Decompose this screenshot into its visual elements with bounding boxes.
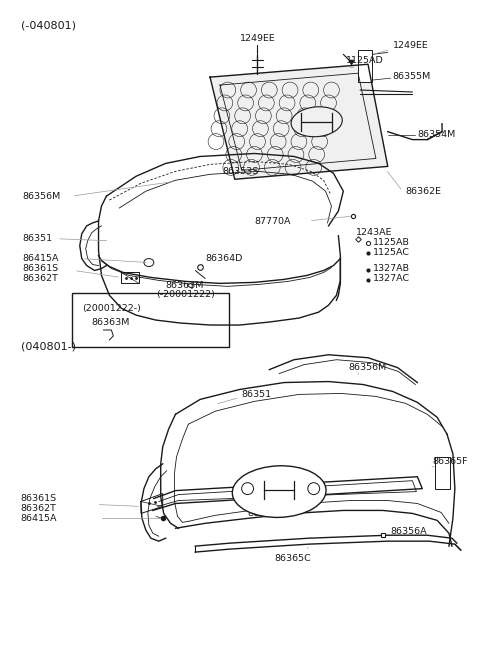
Text: 86361S: 86361S (23, 264, 59, 273)
Text: 87770A: 87770A (254, 217, 291, 227)
Text: 86363M: 86363M (166, 281, 204, 290)
Text: (-20001222): (-20001222) (156, 290, 215, 299)
Text: 1125AD: 1125AD (346, 56, 384, 65)
Ellipse shape (144, 259, 154, 267)
Text: 86351: 86351 (241, 390, 272, 399)
Text: (20001222-): (20001222-) (82, 304, 141, 312)
Text: 86365C: 86365C (274, 553, 311, 563)
Text: 86356M: 86356M (348, 363, 386, 372)
Text: 86353S: 86353S (248, 509, 284, 518)
Text: 86365F: 86365F (432, 457, 468, 466)
Text: 86355M: 86355M (393, 71, 431, 81)
Text: 86356A: 86356A (391, 527, 427, 536)
Text: 86363M: 86363M (92, 318, 130, 327)
Text: 86354M: 86354M (418, 130, 456, 139)
Text: 1125AB: 1125AB (373, 238, 410, 247)
Text: 86362E: 86362E (406, 187, 442, 196)
Text: 86351: 86351 (23, 234, 53, 243)
Text: 86415A: 86415A (21, 514, 57, 523)
Ellipse shape (291, 107, 342, 137)
Text: 1243AE: 1243AE (356, 229, 393, 237)
Text: 86361S: 86361S (21, 494, 57, 503)
Ellipse shape (232, 466, 326, 517)
Text: 1327AC: 1327AC (373, 274, 410, 283)
Text: 1125AC: 1125AC (373, 248, 410, 257)
Text: 86362T: 86362T (23, 274, 59, 283)
Text: 86415A: 86415A (23, 254, 59, 263)
Text: 86364D: 86364D (205, 254, 242, 263)
Text: (040801-): (040801-) (21, 342, 75, 352)
Text: 1249EE: 1249EE (240, 34, 276, 43)
Text: 86353S: 86353S (222, 167, 258, 176)
Text: 86362T: 86362T (21, 504, 57, 513)
Text: (-040801): (-040801) (21, 20, 75, 31)
Bar (435, 457, 450, 489)
Text: 86356M: 86356M (23, 192, 61, 200)
FancyBboxPatch shape (72, 293, 229, 347)
Bar (358, 50, 372, 82)
Polygon shape (210, 64, 388, 179)
Text: 1327AB: 1327AB (373, 264, 410, 273)
Text: 1249EE: 1249EE (393, 41, 429, 50)
